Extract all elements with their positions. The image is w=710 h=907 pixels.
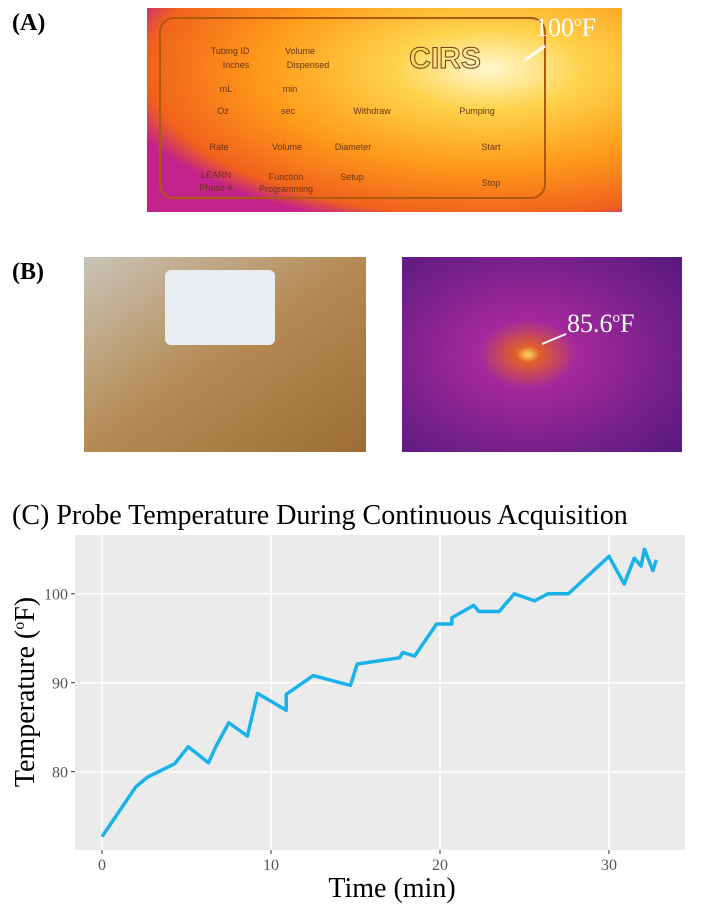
pump-label: Diameter xyxy=(335,142,372,152)
x-tick-label: 30 xyxy=(601,857,617,874)
y-label-unit: F) xyxy=(10,597,41,622)
pump-label: Start xyxy=(481,142,501,152)
x-tick-label: 0 xyxy=(98,857,106,874)
annotation-sup: o xyxy=(574,14,582,30)
thermal-photo xyxy=(147,8,622,212)
pump-label: sec xyxy=(281,106,296,116)
x-tick-label: 10 xyxy=(263,857,279,874)
pump-label: Volume xyxy=(272,142,302,152)
annotation-unit: F xyxy=(582,13,596,42)
annotation: 85.6oF xyxy=(567,309,634,338)
arrow xyxy=(541,333,567,345)
panel-label: (B) xyxy=(12,259,44,285)
pump-label: Inches xyxy=(223,60,250,70)
probe xyxy=(165,270,275,345)
pump-label: min xyxy=(283,84,298,94)
pump-label: Volume xyxy=(285,46,315,56)
thermal-photo xyxy=(402,257,682,452)
brand: CIRS xyxy=(409,42,481,75)
pump-label: Programming xyxy=(259,184,313,194)
y-tick-label: 90 xyxy=(52,676,68,693)
annotation: 100oF xyxy=(535,13,596,42)
y-axis-label: Temperature (oF) xyxy=(10,597,41,787)
y-tick-label: 100 xyxy=(44,587,68,604)
pump-label: Pumping xyxy=(459,106,495,116)
pump-label: mL xyxy=(220,84,233,94)
pump-label: Withdraw xyxy=(353,106,391,116)
pump-label: Tubing ID xyxy=(211,46,250,56)
y-label-text: Temperature ( xyxy=(10,630,41,787)
data-line xyxy=(100,547,658,838)
pump-label: Stop xyxy=(482,178,501,188)
chart-title: (C) Probe Temperature During Continuous … xyxy=(12,500,628,531)
x-axis-label: Time (min) xyxy=(328,873,455,904)
pump-label: Rate xyxy=(209,142,228,152)
annotation-value: 85.6 xyxy=(567,309,613,338)
pump-label: LEARN xyxy=(201,170,231,180)
y-tick-label: 80 xyxy=(52,765,68,782)
pump-label: Oz xyxy=(217,106,229,116)
y-label-sup: o xyxy=(11,622,28,630)
plot-panel xyxy=(75,535,685,850)
panel-label: (A) xyxy=(12,10,45,36)
annotation-sup: o xyxy=(613,310,621,326)
pump-outline xyxy=(159,17,546,199)
pump-text: CIRS Tubing ID Volume Inches Dispensed m… xyxy=(199,42,501,195)
pump-label: Function xyxy=(269,172,304,182)
pump-label: Setup xyxy=(340,172,364,182)
x-tick-label: 20 xyxy=(432,857,448,874)
annotation-unit: F xyxy=(620,309,634,338)
annotation-value: 100 xyxy=(535,13,574,42)
arrow xyxy=(524,44,546,62)
pump-label: Dispensed xyxy=(287,60,330,70)
pump-label: Phase # xyxy=(199,183,232,193)
